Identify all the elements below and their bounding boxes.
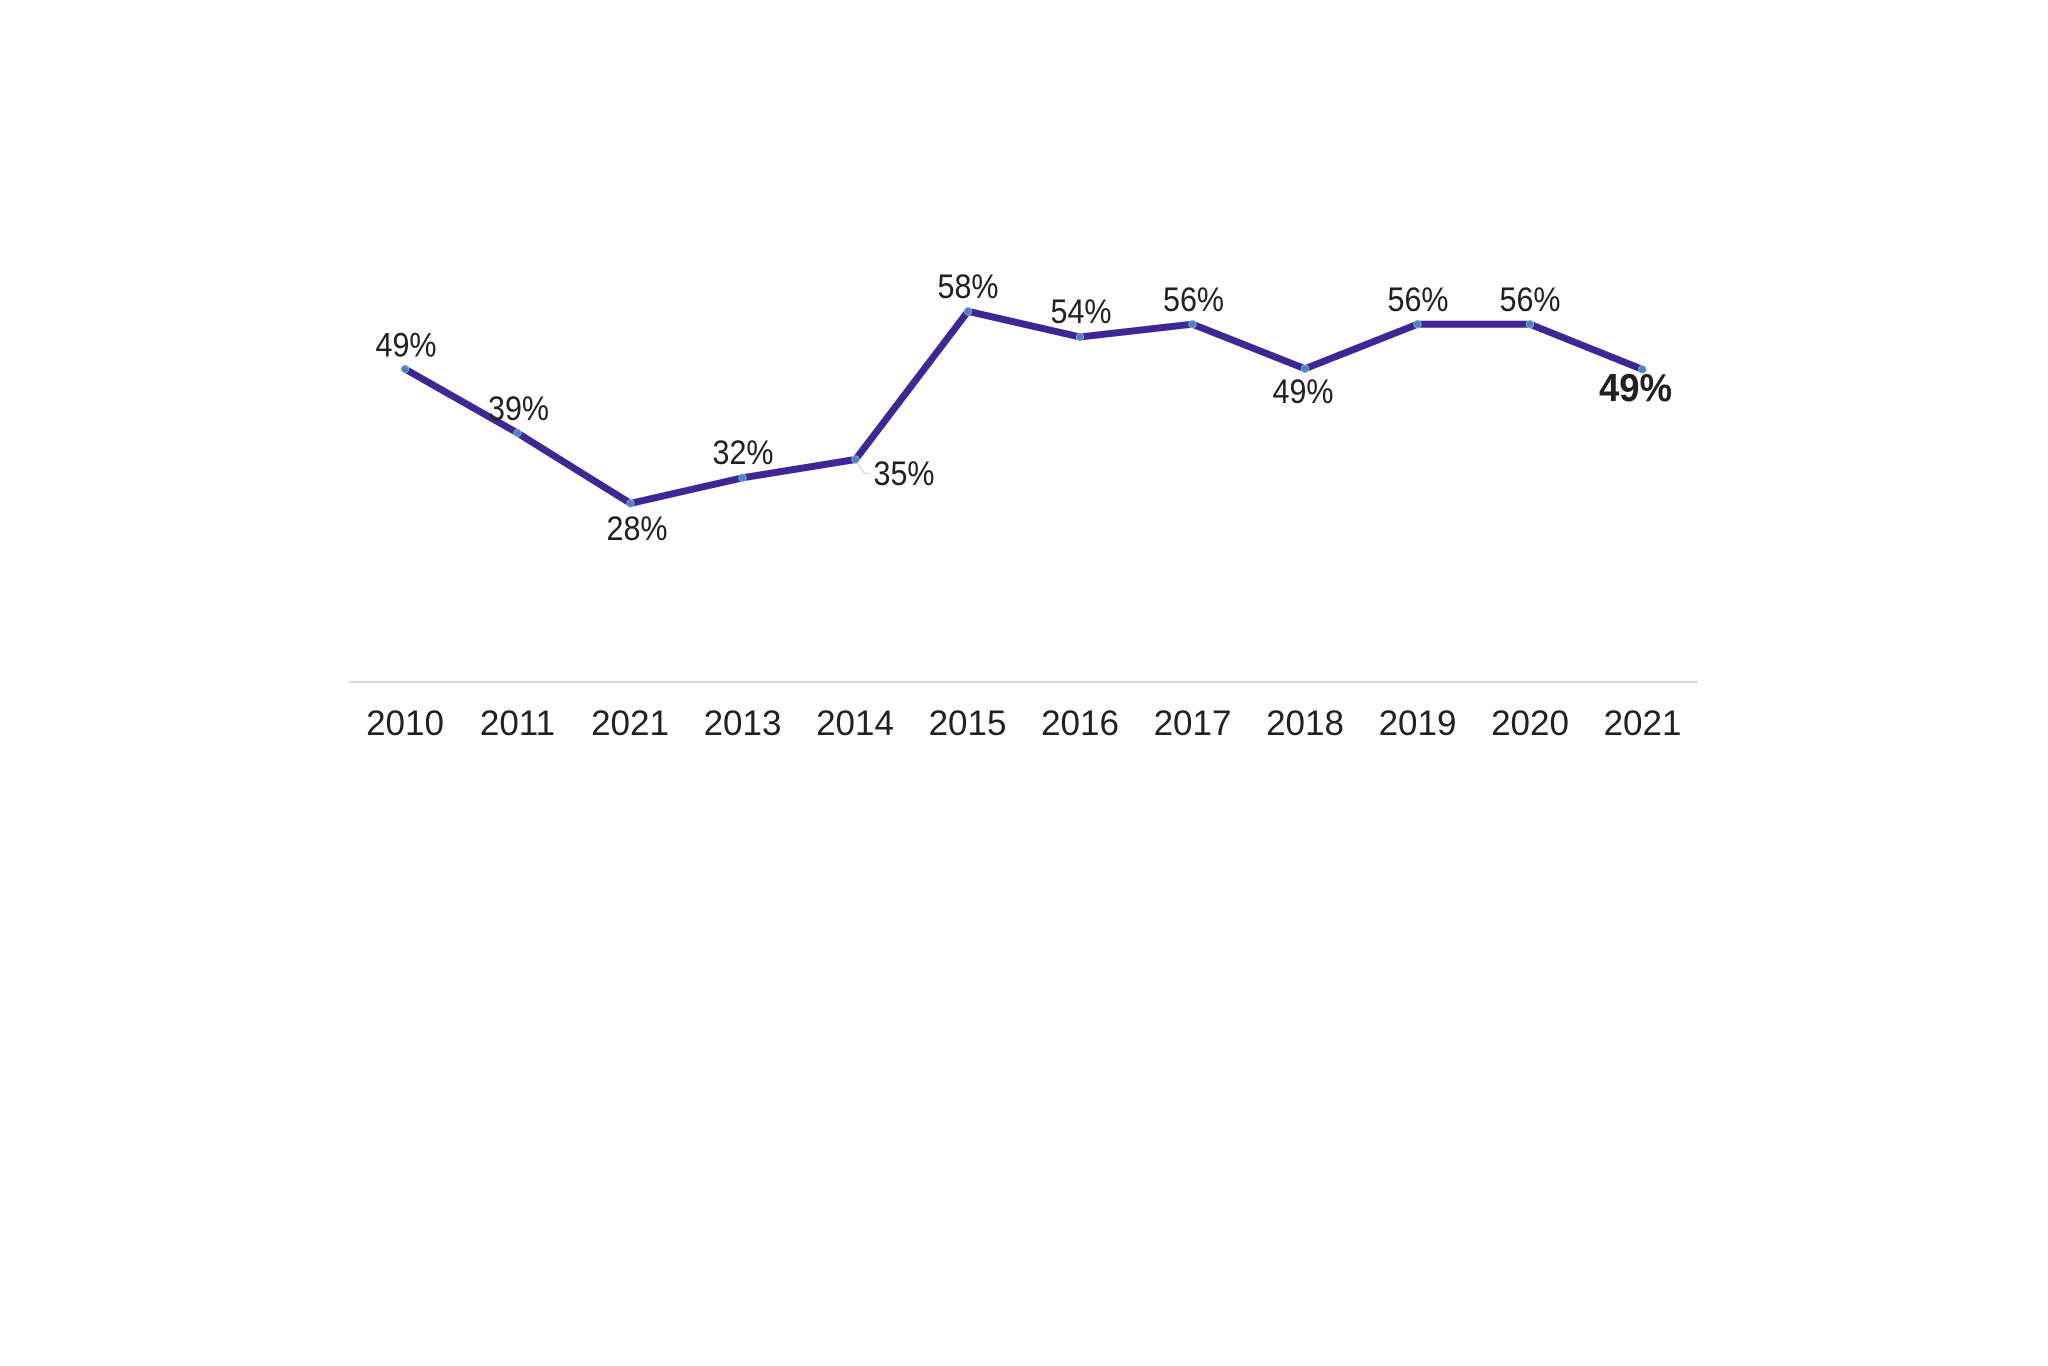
svg-text:2017: 2017 — [1154, 704, 1232, 743]
svg-text:2016: 2016 — [1041, 704, 1119, 743]
svg-text:2013: 2013 — [704, 704, 782, 743]
svg-text:49%: 49% — [1599, 367, 1672, 410]
svg-text:2021: 2021 — [1604, 704, 1682, 743]
svg-text:56%: 56% — [1388, 281, 1449, 319]
svg-text:56%: 56% — [1163, 281, 1224, 319]
svg-text:32%: 32% — [713, 434, 774, 472]
svg-text:2018: 2018 — [1266, 704, 1344, 743]
svg-text:2019: 2019 — [1379, 704, 1457, 743]
svg-text:58%: 58% — [938, 268, 999, 306]
svg-text:49%: 49% — [1273, 373, 1334, 411]
svg-text:2014: 2014 — [816, 704, 894, 743]
svg-text:2015: 2015 — [929, 704, 1007, 743]
svg-text:49%: 49% — [376, 327, 437, 365]
svg-text:28%: 28% — [607, 510, 668, 548]
svg-text:56%: 56% — [1500, 281, 1561, 319]
svg-text:2011: 2011 — [480, 704, 555, 743]
svg-text:39%: 39% — [488, 390, 549, 428]
svg-text:2020: 2020 — [1491, 704, 1569, 743]
svg-text:2010: 2010 — [366, 704, 444, 743]
svg-text:35%: 35% — [874, 455, 935, 493]
svg-text:54%: 54% — [1051, 293, 1112, 331]
svg-text:2021: 2021 — [591, 704, 669, 743]
